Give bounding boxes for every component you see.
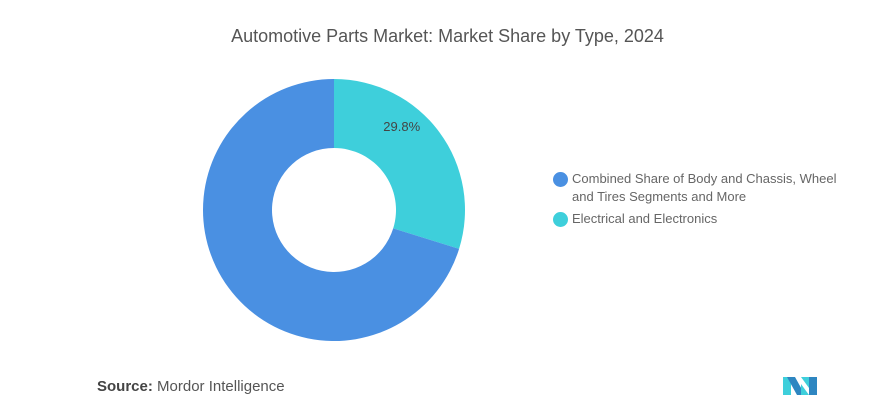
legend: Combined Share of Body and Chassis, Whee… (553, 170, 853, 232)
donut-slice (202, 79, 460, 341)
source-label: Source: (97, 378, 153, 395)
source: Source: Mordor Intelligence (97, 378, 285, 395)
legend-item: Electrical and Electronics (553, 210, 853, 228)
legend-item: Combined Share of Body and Chassis, Whee… (553, 170, 853, 206)
legend-swatch (553, 172, 568, 187)
mordor-logo-icon (783, 377, 817, 395)
data-label: 29.8% (383, 119, 420, 134)
source-value: Mordor Intelligence (157, 378, 285, 395)
legend-label: Electrical and Electronics (572, 211, 718, 226)
chart-title: Automotive Parts Market: Market Share by… (231, 26, 664, 46)
legend-label: Combined Share of Body and Chassis, Whee… (572, 171, 837, 204)
legend-swatch (553, 212, 568, 227)
donut-slice (334, 79, 465, 249)
